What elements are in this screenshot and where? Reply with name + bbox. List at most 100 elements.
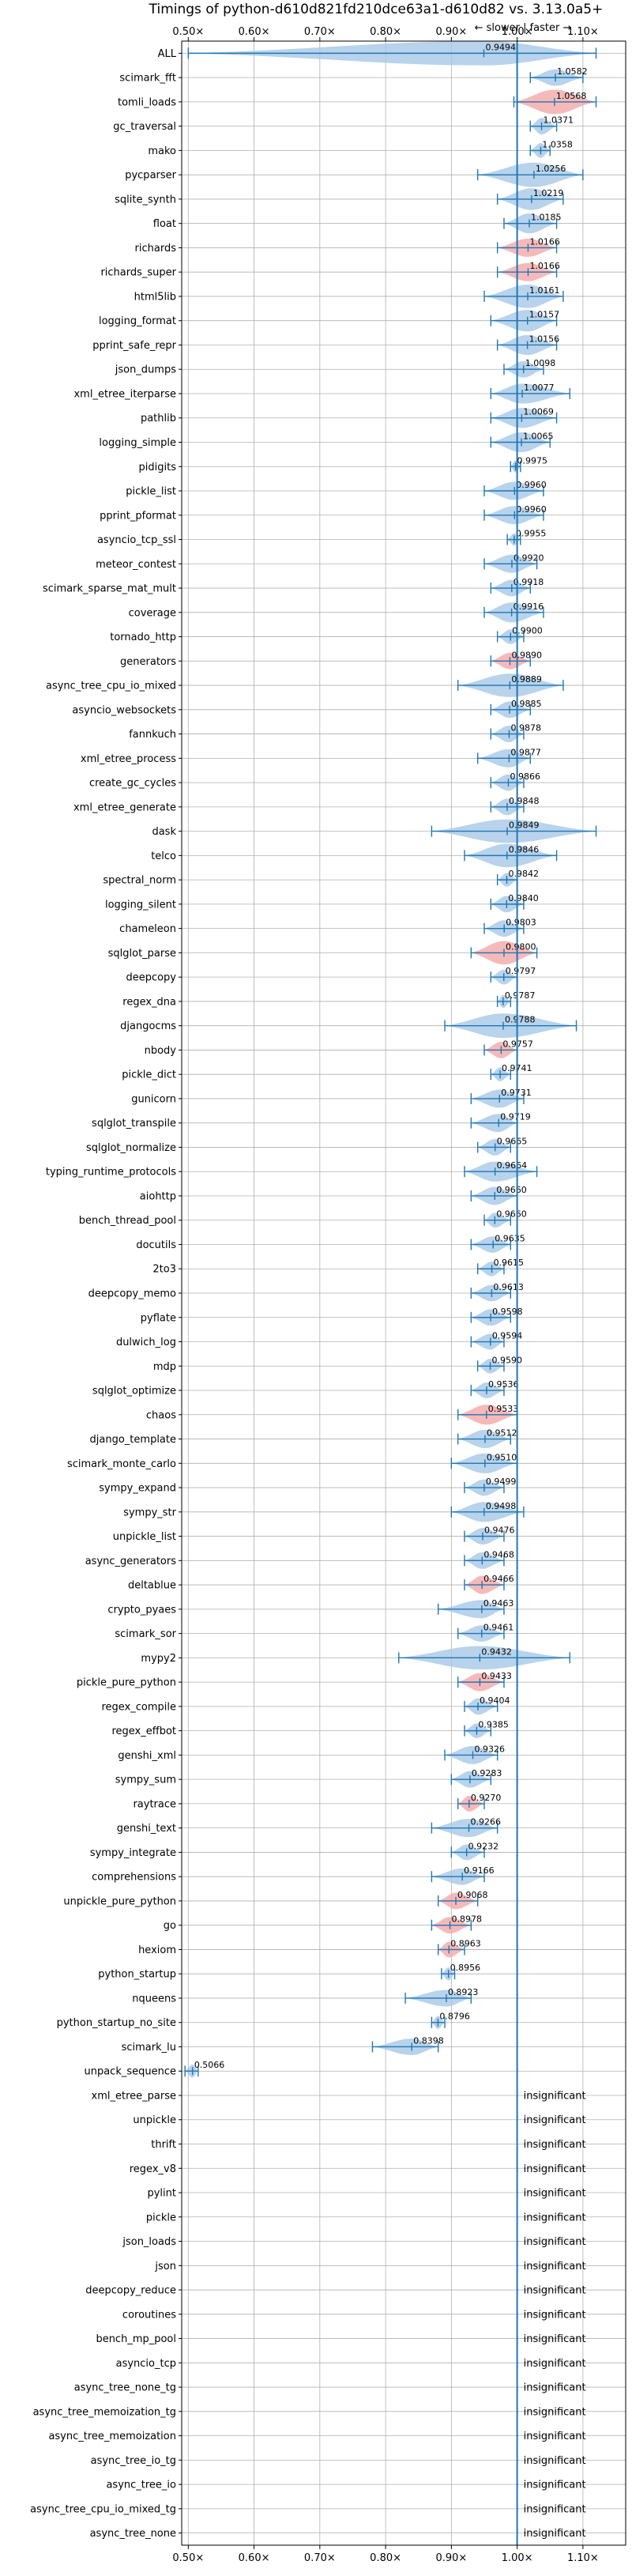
benchmark-name: regex_dna xyxy=(122,996,176,1008)
benchmark-name: sympy_expand xyxy=(99,1483,176,1495)
benchmark-name: richards_super xyxy=(100,267,176,279)
benchmark-name: bench_mp_pool xyxy=(96,2333,176,2345)
value-label: 0.9797 xyxy=(506,966,536,976)
benchmark-row: scimark_sor 0.9461 xyxy=(115,1623,514,1643)
benchmark-name: gunicorn xyxy=(131,1093,176,1105)
value-label: 0.9878 xyxy=(510,723,541,734)
benchmark-name: pathlib xyxy=(141,413,176,424)
benchmark-row: unpickle_pure_python 0.9068 xyxy=(63,1890,488,1910)
benchmark-name: regex_v8 xyxy=(130,2163,176,2175)
benchmark-name: python_startup_no_site xyxy=(57,2017,176,2029)
benchmark-row: sqlglot_parse 0.9800 xyxy=(108,941,538,965)
benchmark-name: go xyxy=(164,1920,176,1932)
insignificant-label: insignificant xyxy=(524,2358,586,2370)
benchmark-name: asyncio_tcp_ssl xyxy=(97,534,176,546)
value-label: 0.9848 xyxy=(509,796,540,806)
value-label: 0.9499 xyxy=(486,1477,517,1487)
benchmark-row: deepcopy_reduce insignificant xyxy=(85,2285,585,2297)
benchmark-name: fannkuch xyxy=(129,729,176,741)
benchmark-row: logging_simple 1.0065 xyxy=(99,431,554,453)
insignificant-label: insignificant xyxy=(524,2236,586,2248)
benchmark-name: xml_etree_parse xyxy=(92,2090,176,2102)
benchmark-name: scimark_lu xyxy=(122,2042,176,2054)
value-label: 0.8796 xyxy=(439,2012,470,2022)
value-label: 0.9660 xyxy=(496,1185,527,1195)
value-label: 0.8956 xyxy=(450,1963,481,1973)
value-label: 0.9918 xyxy=(514,577,544,587)
value-label: 0.9960 xyxy=(516,504,547,515)
benchmark-row: sympy_expand 0.9499 xyxy=(99,1477,517,1496)
value-label: 1.0568 xyxy=(556,91,587,101)
benchmark-row: mdp 0.9590 xyxy=(153,1355,522,1374)
value-label: 0.9885 xyxy=(511,699,542,709)
value-label: 0.9665 xyxy=(497,1136,528,1146)
benchmark-name: deepcopy xyxy=(126,972,176,984)
benchmark-row: sympy_sum 0.9283 xyxy=(115,1768,502,1788)
value-label: 1.0065 xyxy=(523,431,554,441)
value-label: 0.9613 xyxy=(493,1282,524,1292)
benchmark-row: pickle_list 0.9960 xyxy=(126,480,547,500)
benchmark-name: meteor_contest xyxy=(96,559,176,571)
benchmark-row: scimark_monte_carlo 0.9510 xyxy=(67,1452,518,1473)
benchmark-row: tomli_loads 1.0568 xyxy=(118,89,597,115)
benchmark-row: tornado_http 0.9900 xyxy=(110,626,543,644)
benchmark-row: scimark_sparse_mat_mult 0.9918 xyxy=(43,577,544,597)
benchmark-row: regex_compile 0.9404 xyxy=(101,1695,510,1715)
benchmark-row: unpickle_list 0.9476 xyxy=(113,1526,514,1544)
value-label: 0.9536 xyxy=(488,1379,519,1390)
benchmark-row: aiohttp 0.9660 xyxy=(140,1185,527,1205)
value-label: 0.9803 xyxy=(506,918,536,928)
benchmark-name: raytrace xyxy=(133,1798,176,1810)
benchmark-name: pickle_pure_python xyxy=(77,1677,176,1689)
value-label: 0.9283 xyxy=(472,1768,502,1778)
benchmark-name: aiohttp xyxy=(140,1190,176,1202)
benchmark-row: genshi_xml 0.9326 xyxy=(118,1744,505,1764)
value-label: 0.9326 xyxy=(475,1744,506,1754)
benchmark-name: scimark_sparse_mat_mult xyxy=(43,583,176,595)
benchmark-name: unpickle_list xyxy=(113,1531,176,1543)
benchmark-name: logging_silent xyxy=(105,899,176,911)
value-label: 0.9877 xyxy=(510,747,541,757)
benchmark-row: pickle insignificant xyxy=(146,2212,586,2223)
benchmark-row: pprint_safe_repr 1.0156 xyxy=(92,334,559,356)
benchmark-row: html5lib 1.0161 xyxy=(134,285,564,308)
bottom-tick-label: 1.00× xyxy=(502,2552,533,2564)
benchmark-row: xml_etree_process 0.9877 xyxy=(81,747,541,768)
value-label: 0.8923 xyxy=(448,1987,479,1997)
benchmark-row: pickle_pure_python 0.9433 xyxy=(77,1671,512,1692)
value-label: 0.9615 xyxy=(494,1258,525,1268)
benchmark-row: xml_etree_iterparse 1.0077 xyxy=(73,383,570,404)
benchmark-row: typing_runtime_protocols 0.9664 xyxy=(46,1160,538,1182)
benchmark-row: chameleon 0.9803 xyxy=(119,918,536,937)
bottom-tick-label: 0.50× xyxy=(172,2552,204,2564)
benchmark-row: python_startup 0.8956 xyxy=(98,1963,480,1981)
plot-frame xyxy=(181,40,626,2546)
benchmark-name: spectral_norm xyxy=(103,875,176,887)
benchmark-name: sympy_sum xyxy=(115,1775,176,1786)
benchmark-row: meteor_contest 0.9920 xyxy=(96,553,544,573)
benchmark-row: pickle_dict0.9741 xyxy=(122,1063,532,1081)
benchmark-row: async_tree_memoization insignificant xyxy=(48,2431,585,2442)
insignificant-label: insignificant xyxy=(524,2528,586,2540)
benchmark-row: pathlib 1.0069 xyxy=(141,407,558,428)
benchmark-name: dask xyxy=(152,826,176,838)
value-label: 1.0371 xyxy=(544,115,574,126)
value-label: 0.9960 xyxy=(516,480,547,490)
value-label: 0.9232 xyxy=(468,1841,499,1851)
insignificant-label: insignificant xyxy=(524,2455,586,2467)
benchmark-row: crypto_pyaes 0.9463 xyxy=(107,1598,514,1619)
benchmark-row: sqlglot_optimize 0.9536 xyxy=(92,1379,519,1398)
benchmark-name: thrift xyxy=(151,2139,176,2151)
value-label: 0.9466 xyxy=(483,1574,514,1584)
value-label: 0.9432 xyxy=(481,1646,512,1657)
value-label: 0.9664 xyxy=(497,1160,528,1171)
benchmark-row: telco 0.9846 xyxy=(151,843,558,868)
benchmark-name: async_tree_cpu_io_mixed_tg xyxy=(30,2503,176,2515)
benchmark-row: unpickle insignificant xyxy=(133,2114,585,2126)
benchmark-row: hexiom 0.8963 xyxy=(138,1938,481,1958)
benchmark-name: pickle_dict xyxy=(122,1069,176,1081)
benchmark-name: typing_runtime_protocols xyxy=(46,1167,176,1179)
value-label: 0.9068 xyxy=(457,1890,488,1900)
value-label: 0.9598 xyxy=(492,1307,523,1317)
slower-faster-annotation: ← slower | faster → xyxy=(475,22,572,34)
